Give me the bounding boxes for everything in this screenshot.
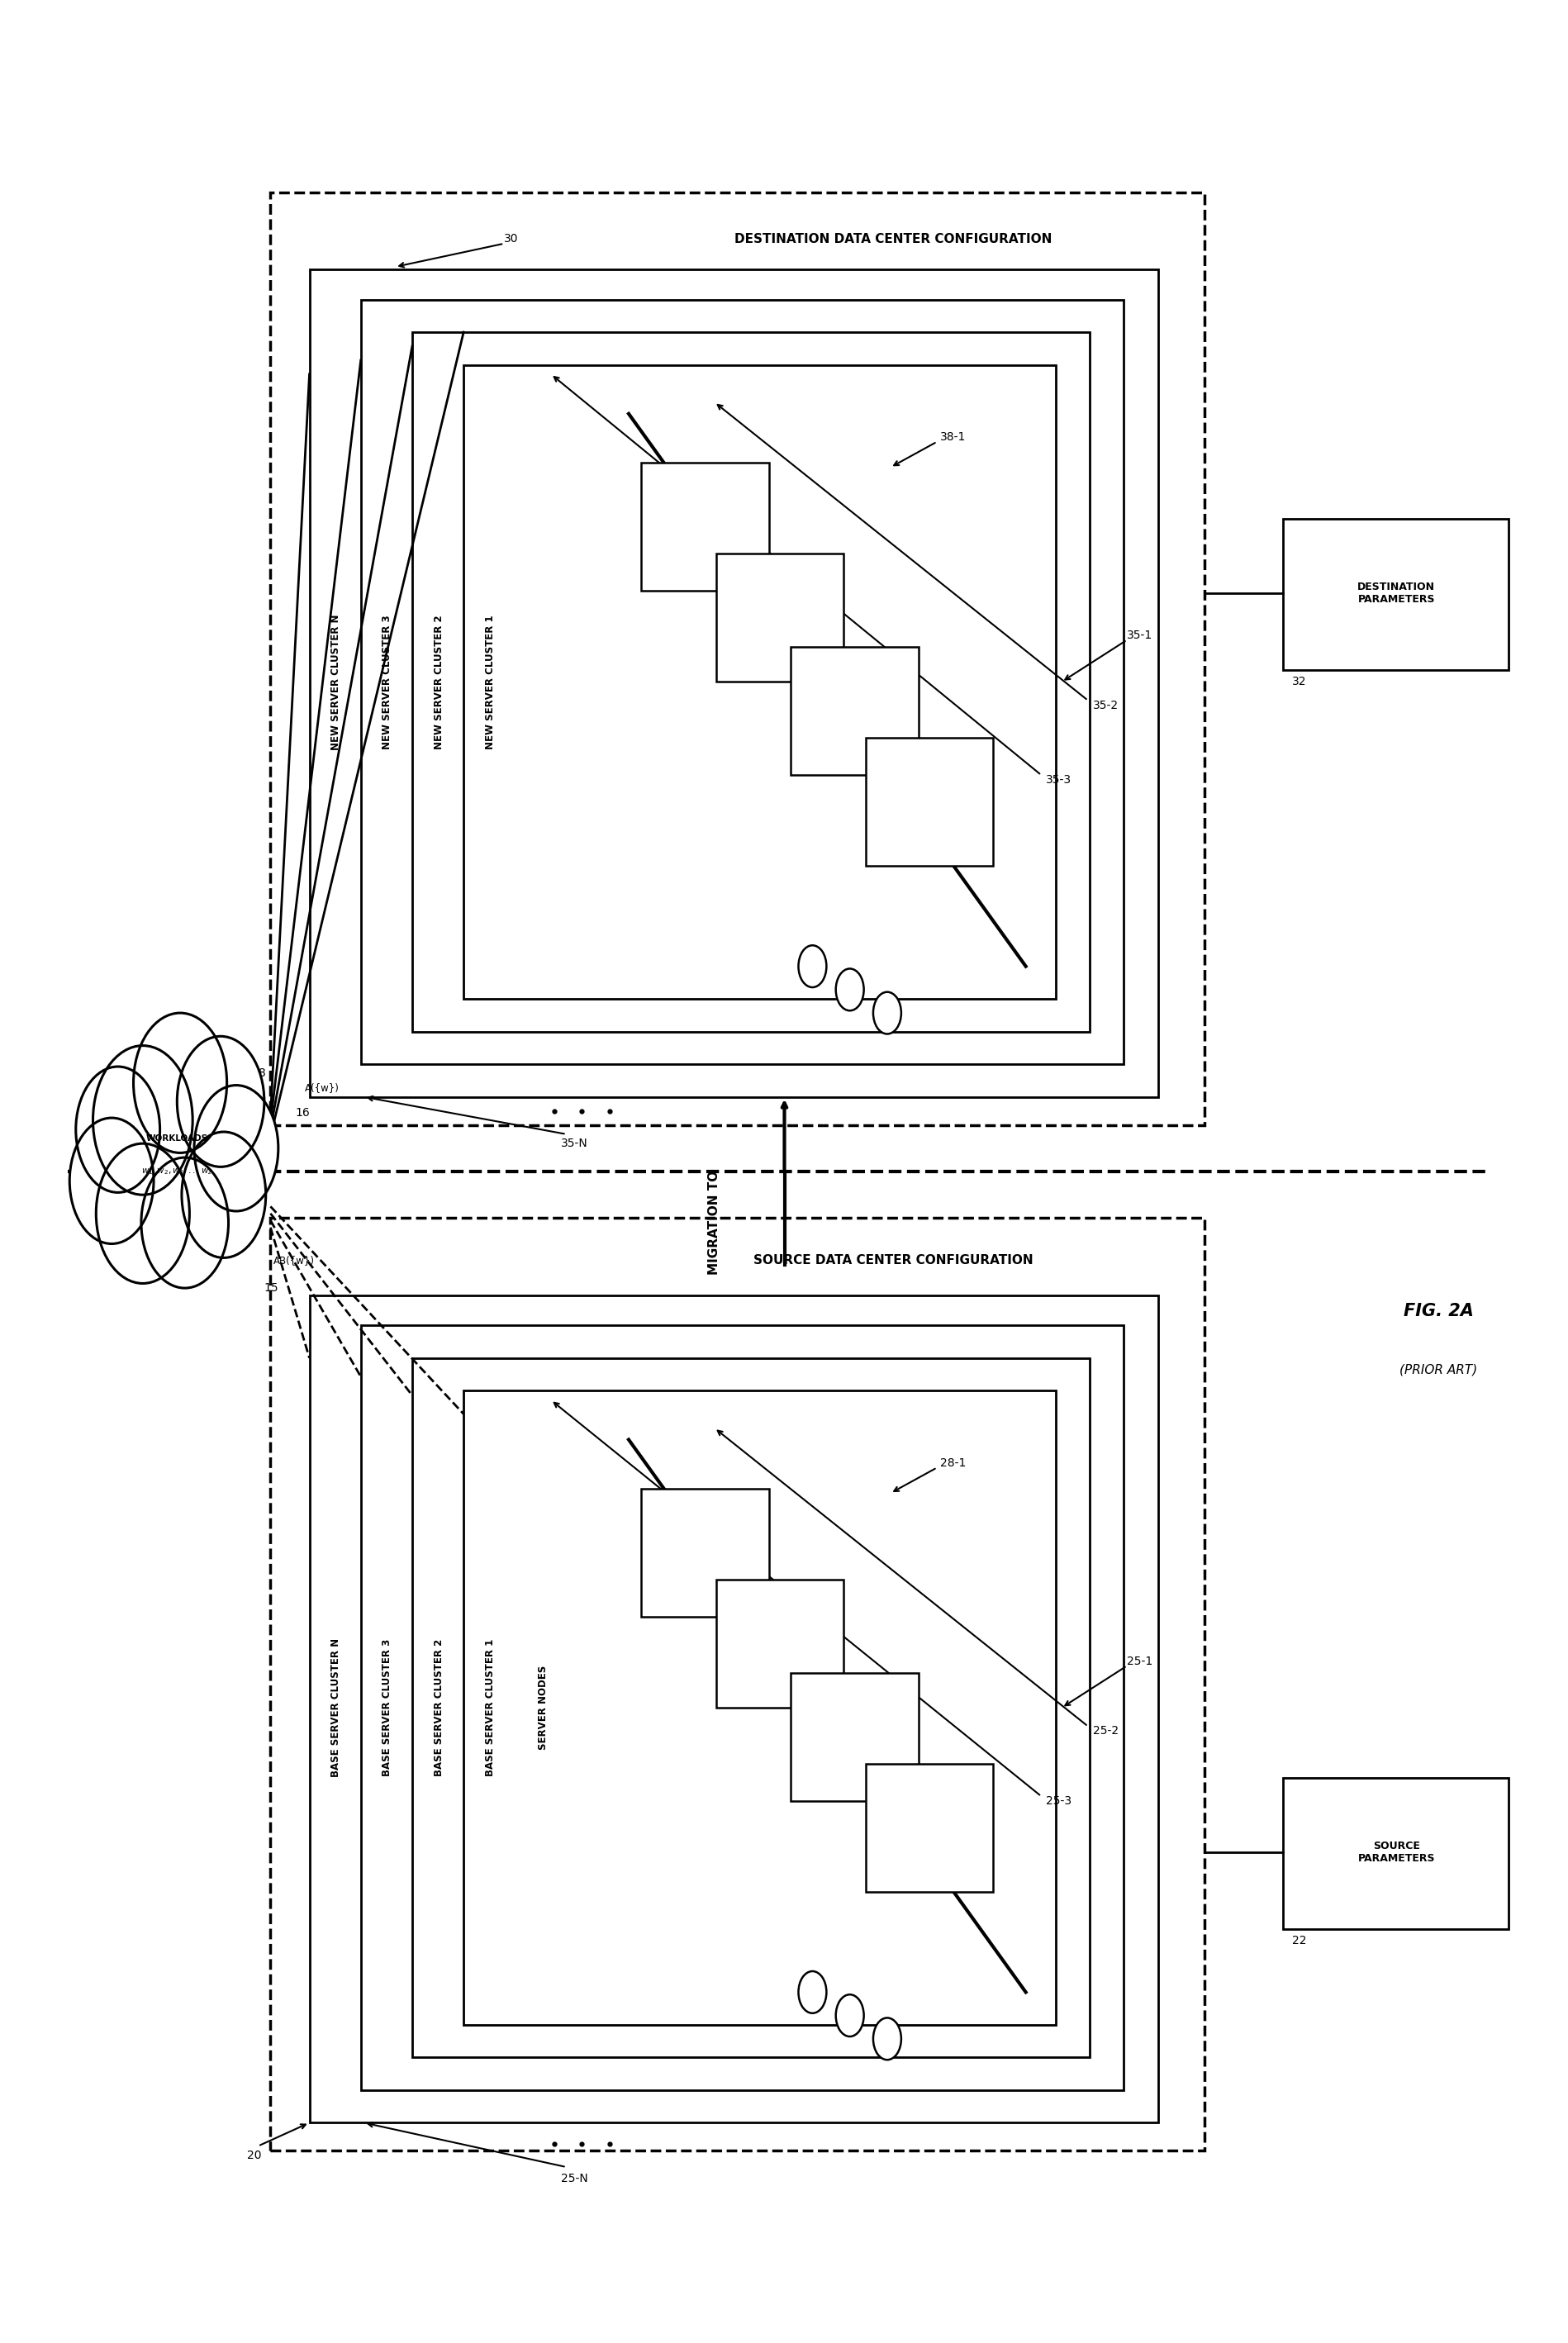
Text: BASE SERVER CLUSTER 3: BASE SERVER CLUSTER 3	[381, 1640, 392, 1776]
Text: NEW SERVER CLUSTER 3: NEW SERVER CLUSTER 3	[381, 614, 392, 750]
Bar	[412, 333, 1090, 1031]
Bar	[641, 1488, 768, 1617]
Text: DESTINATION
PARAMETERS: DESTINATION PARAMETERS	[1356, 581, 1435, 604]
Text: SOURCE DATA CENTER CONFIGURATION: SOURCE DATA CENTER CONFIGURATION	[753, 1254, 1033, 1265]
Bar	[309, 1296, 1157, 2123]
Bar	[1283, 1778, 1508, 1928]
Text: 28-1: 28-1	[939, 1457, 966, 1469]
Circle shape	[836, 968, 864, 1010]
Text: 16: 16	[295, 1108, 310, 1120]
Text: 20: 20	[248, 2149, 262, 2160]
Bar	[464, 1392, 1055, 2024]
Bar	[866, 738, 993, 867]
Text: $w_1, w_2, w_3,...w_z$: $w_1, w_2, w_3,...w_z$	[141, 1167, 213, 1176]
Bar	[270, 192, 1204, 1125]
Circle shape	[873, 991, 900, 1033]
Text: NEW SERVER CLUSTER 2: NEW SERVER CLUSTER 2	[433, 614, 444, 750]
Bar	[412, 1359, 1090, 2057]
Bar	[790, 1673, 917, 1802]
Text: 25-N: 25-N	[560, 2172, 588, 2184]
Bar	[641, 462, 768, 590]
Bar	[309, 269, 1157, 1097]
Text: 38-1: 38-1	[939, 431, 966, 443]
Text: BASE SERVER CLUSTER N: BASE SERVER CLUSTER N	[331, 1638, 342, 1778]
Circle shape	[75, 1066, 160, 1193]
Text: 35-N: 35-N	[560, 1139, 588, 1150]
Text: WORKLOADS: WORKLOADS	[146, 1134, 209, 1143]
Text: NEW SERVER CLUSTER 1: NEW SERVER CLUSTER 1	[485, 614, 495, 750]
Bar	[464, 366, 1055, 998]
Circle shape	[69, 1118, 154, 1244]
Circle shape	[177, 1036, 263, 1167]
Circle shape	[141, 1157, 229, 1289]
Text: BASE SERVER CLUSTER 2: BASE SERVER CLUSTER 2	[433, 1640, 444, 1776]
Text: MIGRATION TO: MIGRATION TO	[707, 1172, 720, 1275]
Text: 35-1: 35-1	[1126, 630, 1152, 642]
Circle shape	[96, 1143, 190, 1284]
Circle shape	[798, 944, 826, 986]
Text: SOURCE
PARAMETERS: SOURCE PARAMETERS	[1358, 1842, 1435, 1865]
Text: 25-2: 25-2	[1093, 1724, 1118, 1736]
Text: AB({w}): AB({w})	[273, 1256, 315, 1265]
Circle shape	[93, 1045, 193, 1195]
Text: 15: 15	[263, 1282, 279, 1293]
Text: SERVER NODES: SERVER NODES	[538, 1666, 549, 1750]
Text: DESTINATION DATA CENTER CONFIGURATION: DESTINATION DATA CENTER CONFIGURATION	[734, 232, 1052, 246]
Circle shape	[194, 1085, 278, 1211]
Bar	[715, 553, 844, 682]
Circle shape	[182, 1132, 265, 1258]
Text: 22: 22	[1292, 1935, 1306, 1947]
Text: 25-3: 25-3	[1046, 1795, 1071, 1806]
Circle shape	[836, 1994, 864, 2036]
Text: 30: 30	[503, 232, 519, 244]
Circle shape	[873, 2017, 900, 2059]
Text: FIG. 2A: FIG. 2A	[1403, 1303, 1472, 1319]
Bar	[361, 1326, 1123, 2090]
Bar	[715, 1579, 844, 1708]
Text: 32: 32	[1292, 677, 1306, 686]
Bar	[1283, 518, 1508, 670]
Bar	[790, 647, 917, 776]
Text: NEW SERVER CLUSTER N: NEW SERVER CLUSTER N	[331, 614, 342, 750]
Text: BASE SERVER CLUSTER 1: BASE SERVER CLUSTER 1	[485, 1640, 495, 1776]
Circle shape	[133, 1012, 227, 1153]
Bar	[866, 1764, 993, 1891]
Text: 18: 18	[252, 1068, 267, 1080]
Circle shape	[798, 1970, 826, 2013]
Bar	[270, 1218, 1204, 2151]
Text: A({w}): A({w})	[304, 1082, 339, 1092]
Text: 25-1: 25-1	[1126, 1657, 1152, 1666]
Text: (PRIOR ART): (PRIOR ART)	[1399, 1364, 1477, 1375]
Text: 35-3: 35-3	[1046, 773, 1071, 785]
Text: 35-2: 35-2	[1093, 701, 1118, 710]
Bar	[361, 300, 1123, 1064]
